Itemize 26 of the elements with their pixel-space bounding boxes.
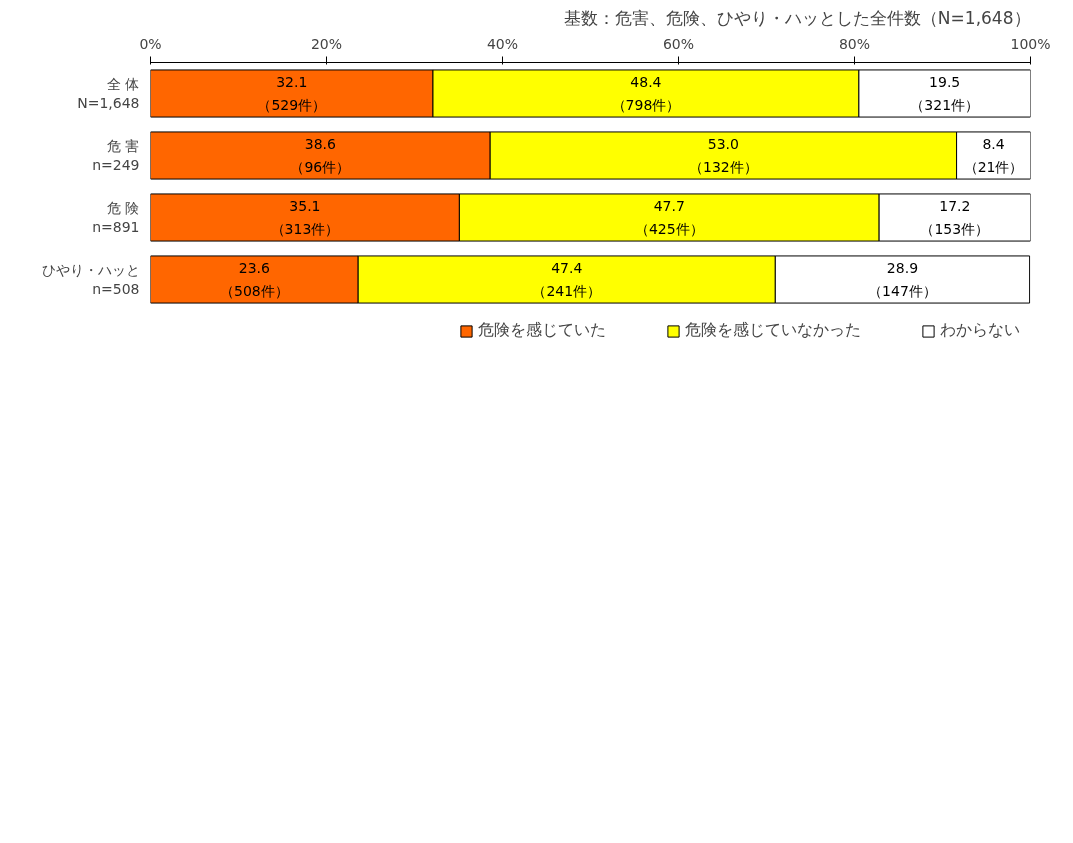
- chart-title: 基数：危害、危険、ひやり・ハッとした全件数（N=1,648）: [563, 7, 1031, 28]
- y-tick-label: ひやり・ハッと n=508: [41, 261, 140, 298]
- x-tick-label: 40%: [486, 35, 519, 52]
- data-label: 48.4 （798件）: [611, 74, 681, 113]
- data-label: 28.9 （147件）: [868, 260, 937, 299]
- data-label: 35.1 （313件）: [270, 198, 340, 237]
- x-tick-label: 80%: [838, 35, 871, 52]
- data-label: 8.4 （21件）: [963, 136, 1024, 175]
- data-label: 53.0 （132件）: [689, 136, 758, 175]
- x-tick-label: 60%: [662, 35, 695, 52]
- data-label: 32.1 （529件）: [257, 74, 327, 113]
- x-tick-label: 100%: [1010, 35, 1051, 52]
- data-label: 23.6 （508件）: [219, 260, 289, 299]
- data-label: 17.2 （153件）: [920, 198, 990, 237]
- x-tick-label: 20%: [310, 35, 343, 52]
- legend-label: わからない: [940, 320, 1020, 341]
- y-tick-label: 危 害 n=249: [92, 137, 140, 174]
- data-label: 38.6 （96件）: [290, 136, 351, 175]
- y-tick-label: 全 体 N=1,648: [77, 75, 140, 112]
- legend-label: 危険を感じていた: [478, 320, 606, 341]
- legend-label: 危険を感じていなかった: [685, 320, 861, 341]
- data-label: 19.5 （321件）: [910, 74, 980, 113]
- y-tick-label: 危 険 n=891: [92, 199, 140, 236]
- x-tick-label: 0%: [139, 35, 162, 52]
- data-label: 47.7 （425件）: [634, 198, 704, 237]
- data-label: 47.4 （241件）: [532, 260, 602, 299]
